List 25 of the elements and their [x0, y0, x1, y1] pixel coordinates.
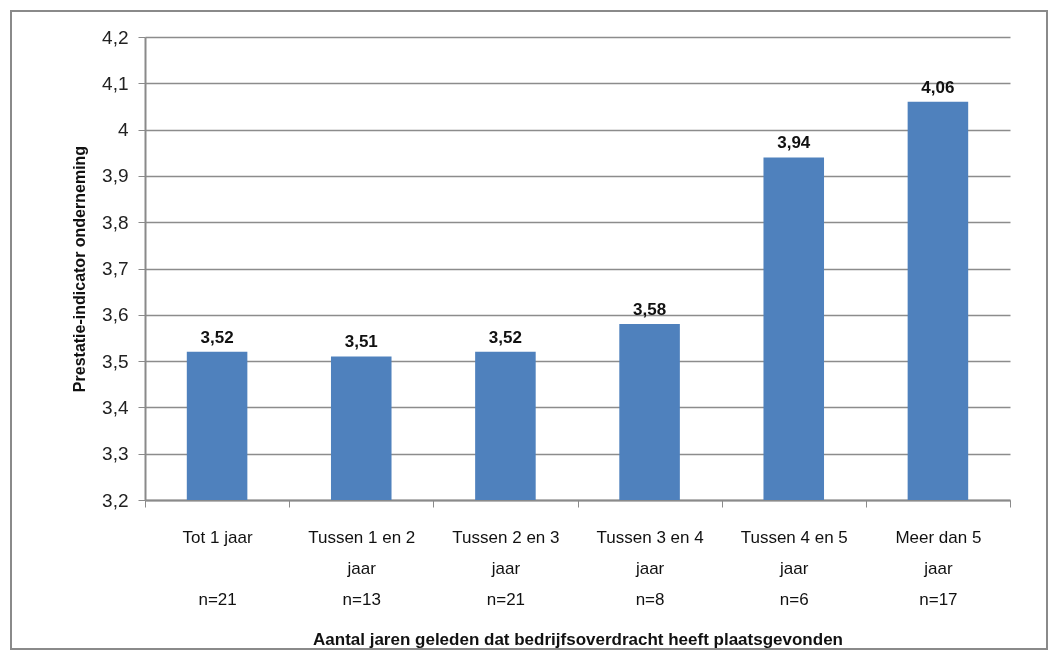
- data-label: 3,52: [200, 327, 234, 347]
- x-tick-label: Tussen 2 en 3 jaar n=21: [452, 527, 560, 609]
- data-label: 4,06: [921, 77, 955, 97]
- y-axis-title: Prestatie-indicator onderneming: [71, 145, 89, 393]
- y-tick-label: 3,6: [102, 304, 129, 326]
- y-tick-label: 3,2: [102, 489, 129, 511]
- x-tick-label: Tussen 4 en 5 jaar n=6: [740, 527, 848, 609]
- y-tick-label: 3,4: [102, 396, 129, 418]
- y-tick-label: 4: [117, 119, 129, 141]
- x-axis-title: Aantal jaren geleden dat bedrijfsoverdracht heeft plaatsgevonden: [313, 629, 843, 649]
- y-tick-label: 4,1: [102, 72, 129, 94]
- x-tick-label: Meer dan 5 jaar n=17: [895, 527, 982, 609]
- data-label: 3,51: [344, 332, 378, 352]
- data-label: 3,58: [633, 300, 667, 320]
- data-label: 3,52: [488, 327, 522, 347]
- data-label: 3,94: [777, 133, 811, 153]
- y-tick-label: 3,5: [102, 350, 129, 372]
- x-tick-label: Tussen 3 en 4 jaar n=8: [596, 527, 704, 609]
- y-tick-label: 4,2: [102, 26, 129, 48]
- y-tick-label: 3,9: [102, 165, 129, 187]
- y-tick-label: 3,3: [102, 443, 129, 465]
- x-tick-label: Tussen 1 en 2 jaar n=13: [308, 527, 416, 609]
- category-label: Tot 1 jaar n=21: [182, 527, 253, 609]
- y-tick-label: 3,8: [102, 211, 129, 233]
- y-tick-label: 3,7: [102, 258, 129, 279]
